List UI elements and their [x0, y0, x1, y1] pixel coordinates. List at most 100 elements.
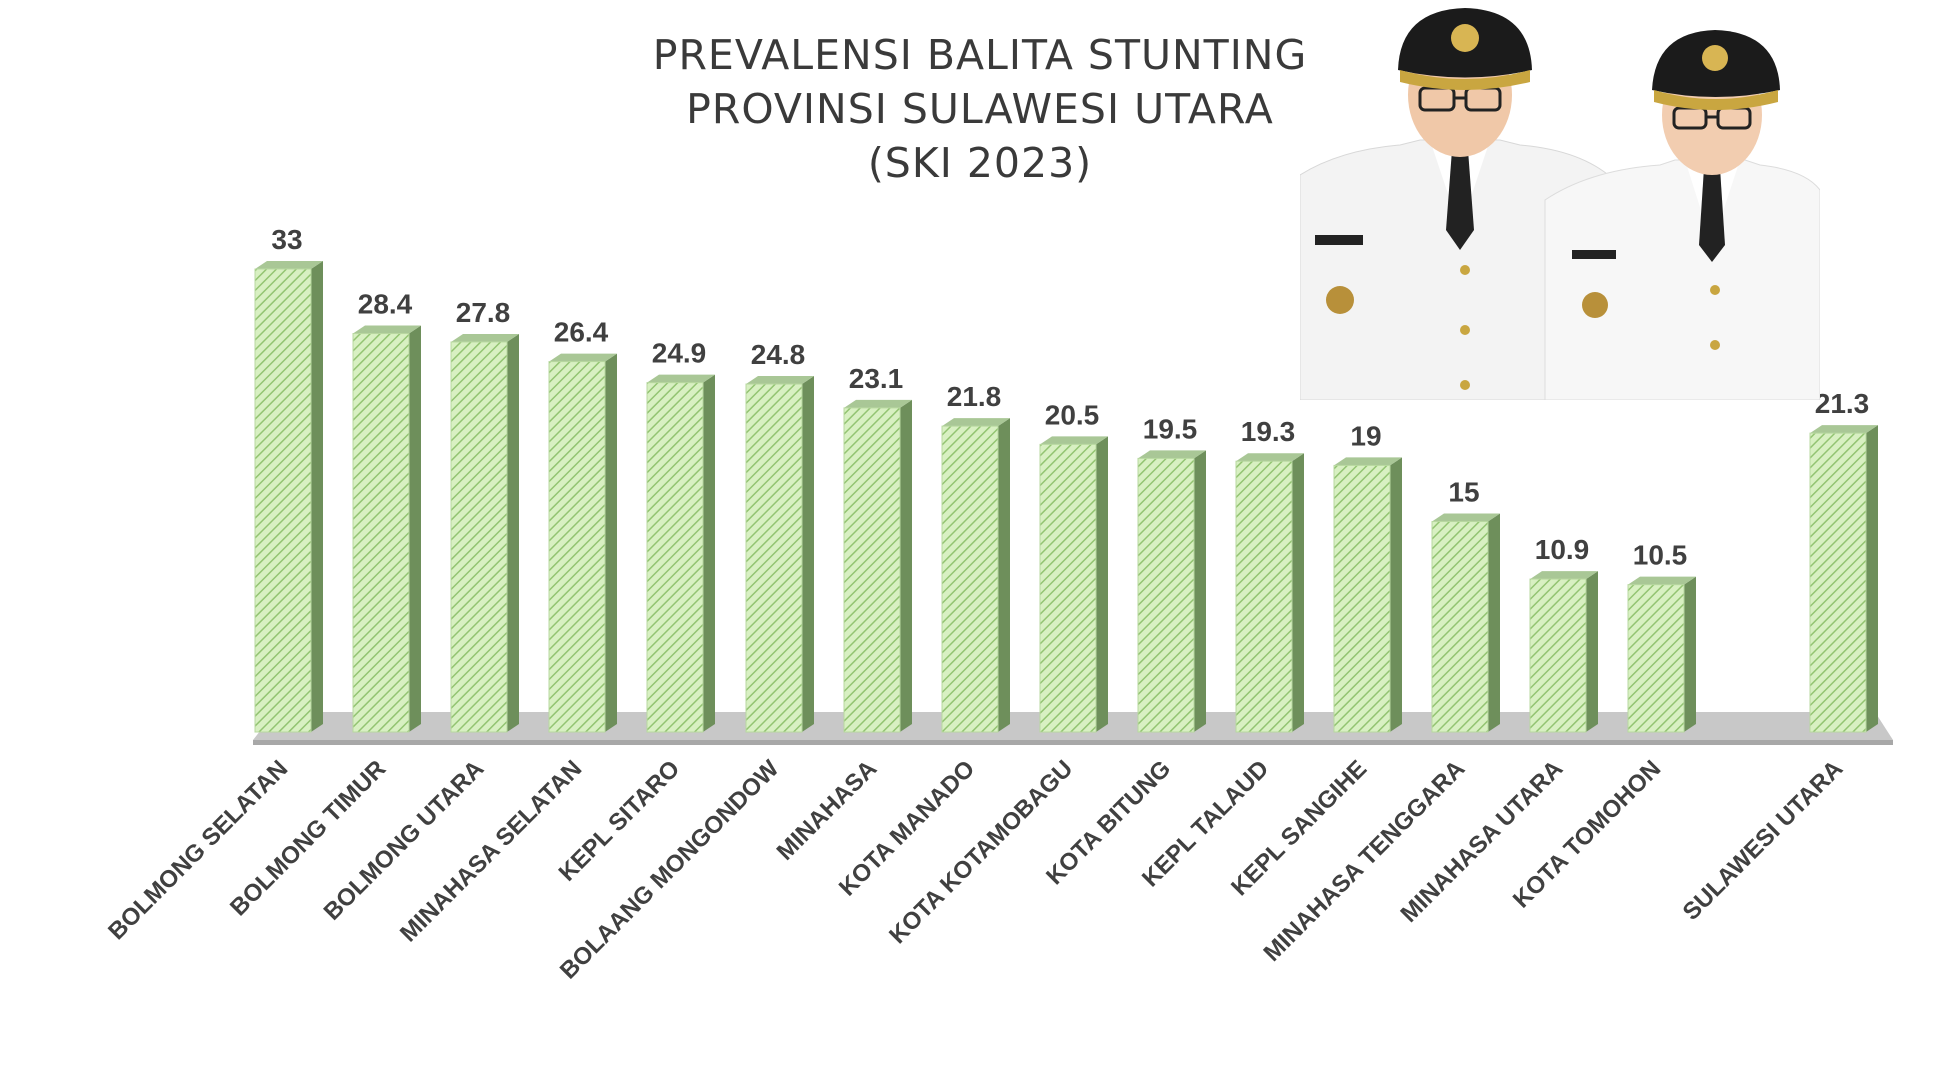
bar-side [311, 261, 323, 732]
value-label: 21.3 [1815, 388, 1870, 419]
chart-title-line-2: PROVINSI SULAWESI UTARA [686, 85, 1274, 133]
bar-side [1390, 457, 1402, 732]
bar-side [998, 418, 1010, 732]
bar [1235, 453, 1304, 733]
bar-face [1235, 460, 1293, 733]
bar-side [1866, 425, 1878, 732]
category-label: MINAHASA TENGGARA [1259, 755, 1471, 967]
official-right-figure [1544, 30, 1820, 400]
bar-face [843, 407, 901, 733]
bar [254, 261, 323, 733]
bar-top [942, 418, 1010, 427]
bar-top [451, 333, 519, 342]
bar-side [1684, 576, 1696, 732]
value-label: 19.5 [1143, 413, 1198, 444]
bar-face [1529, 578, 1587, 733]
bar-top [353, 325, 421, 334]
officials-portrait-photo [1300, 8, 1820, 400]
bar [1529, 571, 1598, 733]
category-label: BOLMONG UTARA [319, 755, 490, 926]
value-label: 23.1 [849, 363, 904, 394]
bar-face [254, 268, 312, 733]
bar-side [507, 333, 519, 732]
bar [1627, 576, 1696, 733]
bar-side [703, 374, 715, 732]
bar [1431, 513, 1500, 733]
value-label: 10.5 [1633, 540, 1688, 571]
bar [450, 333, 519, 733]
bars-group [254, 261, 1878, 733]
value-label: 26.4 [554, 317, 609, 348]
bar-face [1039, 443, 1097, 733]
bar-top [844, 399, 912, 408]
bar-side [900, 399, 912, 732]
bar [843, 399, 912, 733]
category-label: MINAHASA UTARA [1395, 755, 1568, 928]
category-label: SULAWESI UTARA [1678, 755, 1849, 926]
value-label: 28.4 [358, 289, 413, 320]
category-label: KOTA KOTAMOBAGU [884, 755, 1078, 949]
category-label: MINAHASA SELATAN [395, 755, 587, 947]
bar-top [647, 374, 715, 383]
value-label: 20.5 [1045, 399, 1100, 430]
bar [1333, 457, 1402, 733]
bar [1137, 450, 1206, 733]
bar-face [646, 382, 704, 733]
bar [548, 353, 617, 733]
bar-top [1628, 576, 1696, 585]
category-label: BOLMONG SELATAN [103, 755, 293, 945]
bar [941, 418, 1010, 733]
bar-face [1627, 584, 1685, 733]
bar-top [549, 353, 617, 362]
bar-top [1810, 425, 1878, 434]
bar-top [255, 261, 323, 269]
bar-face [1431, 521, 1489, 733]
bar-top [1236, 453, 1304, 462]
value-label: 27.8 [456, 297, 511, 328]
chart-title-line-1: PREVALENSI BALITA STUNTING [652, 31, 1308, 79]
value-label: 24.9 [652, 338, 707, 369]
official-left-figure [1300, 8, 1613, 400]
bar [352, 325, 421, 733]
bar-top [1040, 436, 1108, 445]
bar [1809, 425, 1878, 733]
bar-face [1333, 464, 1391, 733]
chart-floor-front [253, 740, 1893, 745]
bar-face [1137, 457, 1195, 733]
value-labels-group: 33 28.4 27.8 26.4 24.9 24.8 23.1 21.8 20.5 19.5 19… [271, 224, 1869, 571]
bar-top [1334, 457, 1402, 466]
value-label: 15 [1448, 477, 1479, 508]
bar-side [409, 325, 421, 732]
value-label: 10.9 [1535, 534, 1590, 565]
bar-side [1096, 436, 1108, 732]
bar-face [548, 361, 606, 733]
bar-side [1586, 571, 1598, 732]
bar-top [1138, 450, 1206, 459]
bar-side [1488, 513, 1500, 732]
category-label: MINAHASA [772, 755, 883, 866]
bar-side [605, 353, 617, 732]
bar-top [1530, 571, 1598, 580]
chart-title: PREVALENSI BALITA STUNTING PROVINSI SULA… [600, 28, 1360, 190]
bar [745, 376, 814, 733]
bar-side [1292, 453, 1304, 732]
value-label: 19 [1350, 420, 1381, 451]
bar-side [1194, 450, 1206, 732]
value-label: 21.8 [947, 381, 1002, 412]
value-label: 19.3 [1241, 416, 1296, 447]
bar-side [802, 376, 814, 732]
bar-face [941, 425, 999, 733]
value-label: 24.8 [751, 339, 806, 370]
bar-face [352, 333, 410, 733]
bar-top [746, 376, 814, 385]
bar [1039, 436, 1108, 733]
value-label: 33 [271, 224, 302, 255]
bar-face [1809, 432, 1867, 733]
bar-face [745, 383, 803, 733]
bar-top [1432, 513, 1500, 522]
chart-title-line-3: (SKI 2023) [867, 139, 1093, 187]
bar [646, 374, 715, 733]
bar-face [450, 341, 508, 733]
